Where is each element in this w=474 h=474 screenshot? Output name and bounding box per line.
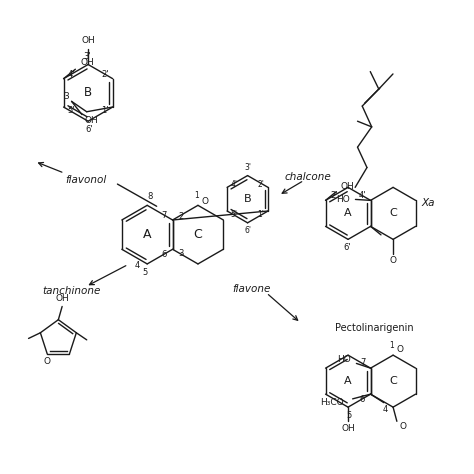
Text: HO: HO xyxy=(337,355,351,364)
Text: 2': 2' xyxy=(257,180,264,189)
Text: HO: HO xyxy=(336,195,350,204)
Text: 3: 3 xyxy=(63,92,69,101)
Text: flavonol: flavonol xyxy=(65,175,106,185)
Text: 2': 2' xyxy=(101,71,109,79)
Text: flavone: flavone xyxy=(232,284,270,294)
Text: 4: 4 xyxy=(134,261,139,270)
Text: 3': 3' xyxy=(244,164,251,173)
Text: Pectolinarigenin: Pectolinarigenin xyxy=(335,323,413,333)
Text: chalcone: chalcone xyxy=(284,172,331,182)
Text: 5: 5 xyxy=(142,268,147,277)
Text: 7: 7 xyxy=(161,211,167,220)
Text: A: A xyxy=(143,228,152,241)
Text: 1': 1' xyxy=(257,210,264,219)
Text: 1: 1 xyxy=(195,191,200,201)
Text: 4': 4' xyxy=(231,180,237,189)
Text: OH: OH xyxy=(84,116,98,125)
Text: 1': 1' xyxy=(101,106,109,115)
Text: 1: 1 xyxy=(389,341,393,350)
Text: H₃CO: H₃CO xyxy=(320,398,344,407)
Text: tanchinone: tanchinone xyxy=(42,286,101,296)
Text: C: C xyxy=(389,376,397,386)
Text: O: O xyxy=(390,256,397,265)
Text: 6': 6' xyxy=(85,125,93,134)
Text: OH: OH xyxy=(340,182,354,191)
Text: 5': 5' xyxy=(231,210,237,219)
Text: 3: 3 xyxy=(178,248,184,257)
Text: O: O xyxy=(396,345,403,354)
Text: OH: OH xyxy=(80,58,94,67)
Text: 4: 4 xyxy=(383,405,388,414)
Text: O: O xyxy=(44,357,51,366)
Text: 7: 7 xyxy=(360,358,365,367)
Text: 6: 6 xyxy=(360,395,365,404)
Text: OH: OH xyxy=(81,36,95,46)
Text: 6': 6' xyxy=(244,226,251,235)
Text: B: B xyxy=(244,194,251,204)
Text: 3': 3' xyxy=(83,52,91,61)
Text: OH: OH xyxy=(55,294,69,303)
Text: 4': 4' xyxy=(68,71,75,79)
Text: 5: 5 xyxy=(346,411,352,420)
Text: A: A xyxy=(344,376,352,386)
Text: A: A xyxy=(344,209,352,219)
Text: C: C xyxy=(193,228,202,241)
Text: 4': 4' xyxy=(358,191,366,200)
Text: 8: 8 xyxy=(147,192,152,201)
Text: 6: 6 xyxy=(161,249,167,258)
Text: OH: OH xyxy=(341,424,355,433)
Text: 2': 2' xyxy=(330,191,338,200)
Text: O: O xyxy=(201,197,208,206)
Text: B: B xyxy=(84,86,92,100)
Text: 5': 5' xyxy=(68,106,75,115)
Text: O: O xyxy=(400,422,407,431)
Text: C: C xyxy=(389,209,397,219)
Text: Xa: Xa xyxy=(422,198,435,208)
Text: 2: 2 xyxy=(179,212,184,221)
Text: 6': 6' xyxy=(343,243,351,252)
